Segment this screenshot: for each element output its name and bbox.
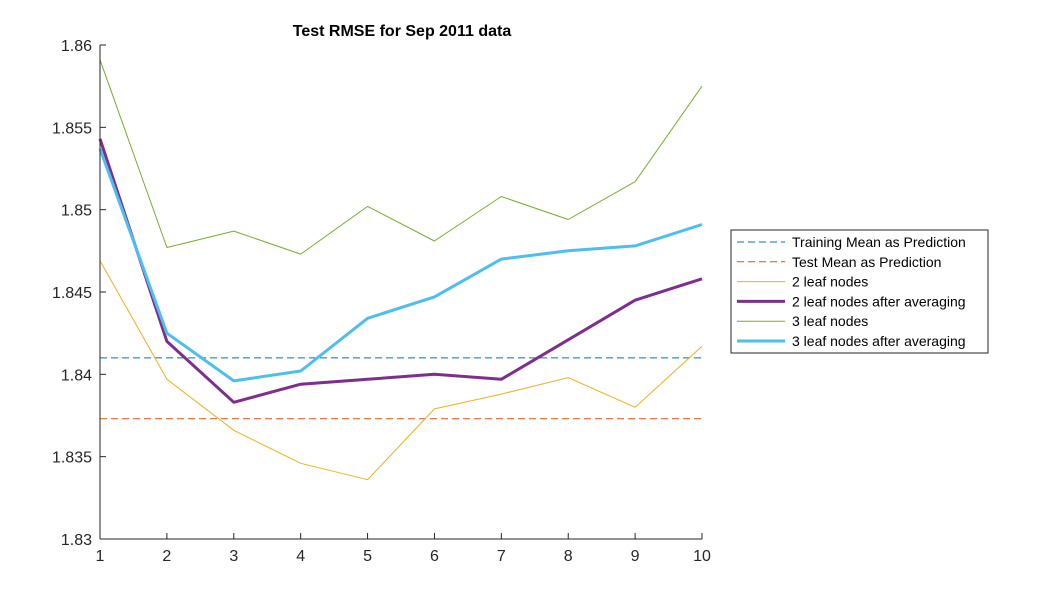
x-tick-label: 10	[693, 548, 711, 565]
x-tick-label: 8	[564, 548, 573, 565]
axes-layer: 1 2 3 4 5 6 7 8 9 10 1.83 1.835 1.84 1.845 1.85 1.855 1.…	[52, 38, 711, 565]
series-line-3	[99, 260, 703, 481]
x-tick-label: 7	[497, 548, 506, 565]
series-line-4	[98, 138, 703, 404]
y-tick-label: 1.85	[61, 203, 92, 220]
x-tick-label: 3	[229, 548, 238, 565]
x-tick-label: 5	[363, 548, 372, 565]
y-tick-label: 1.86	[61, 38, 92, 55]
y-tick-label: 1.83	[61, 532, 92, 549]
plot-area	[100, 45, 702, 539]
legend: Training Mean as Prediction Test Mean as …	[730, 229, 989, 354]
legend-label-1: Training Mean as Prediction	[792, 234, 966, 250]
y-tick-label: 1.835	[52, 450, 92, 467]
legend-label-2: Test Mean as Prediction	[792, 254, 941, 270]
legend-label-4: 2 leaf nodes after averaging	[792, 293, 966, 309]
x-tick-label: 6	[430, 548, 439, 565]
chart-title: Test RMSE for Sep 2011 data	[293, 23, 512, 40]
legend-label-3: 2 leaf nodes	[792, 274, 868, 290]
x-tick-label: 2	[162, 548, 171, 565]
x-tick-label: 4	[296, 548, 305, 565]
series-line-6	[98, 148, 703, 383]
y-tick-label: 1.84	[61, 367, 92, 384]
series-layer	[98, 59, 703, 481]
x-tick-label: 1	[96, 548, 105, 565]
y-tick-label: 1.845	[52, 285, 92, 302]
y-tick-label: 1.855	[52, 120, 92, 137]
x-tick-label: 9	[631, 548, 640, 565]
legend-label-6: 3 leaf nodes after averaging	[792, 333, 966, 349]
legend-box	[730, 229, 989, 354]
legend-label-5: 3 leaf nodes	[792, 313, 868, 329]
series-line-5	[99, 59, 703, 255]
